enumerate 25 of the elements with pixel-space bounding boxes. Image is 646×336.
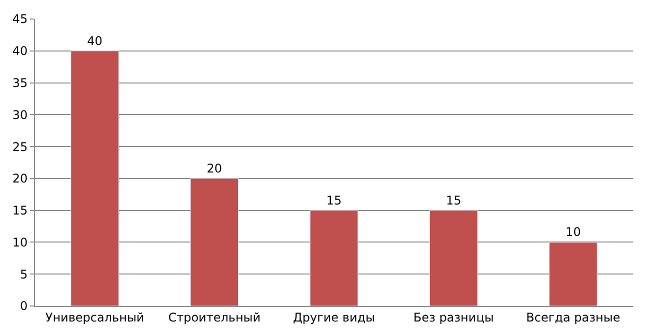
- y-tick-label: 20: [12, 172, 28, 186]
- data-label: 15: [326, 193, 342, 208]
- y-tick-label: 30: [12, 108, 28, 122]
- y-tick-label: 35: [12, 76, 28, 90]
- y-tick-label: 10: [12, 235, 28, 250]
- y-tick-label: 15: [12, 204, 28, 218]
- data-label: 15: [446, 193, 462, 208]
- bar: [190, 178, 239, 306]
- bar: [310, 210, 358, 306]
- y-tick-label: 45: [12, 12, 28, 26]
- y-tick-label: 0: [20, 299, 28, 314]
- x-tick-label: Универсальный: [45, 310, 144, 324]
- x-tick-label: Строительный: [168, 310, 261, 324]
- x-tick-label: Без разницы: [413, 310, 494, 324]
- y-tick-label: 40: [12, 44, 28, 58]
- bar: [429, 210, 478, 306]
- bar: [70, 50, 119, 306]
- bar: [549, 242, 598, 306]
- x-tick-label: Другие виды: [292, 310, 376, 324]
- y-tick-label: 5: [20, 267, 28, 282]
- x-tick-label: Всегда разные: [526, 310, 620, 324]
- data-label: 20: [206, 161, 222, 176]
- data-label: 40: [87, 34, 102, 48]
- data-label: 10: [566, 225, 581, 240]
- y-tick-label: 25: [12, 140, 28, 154]
